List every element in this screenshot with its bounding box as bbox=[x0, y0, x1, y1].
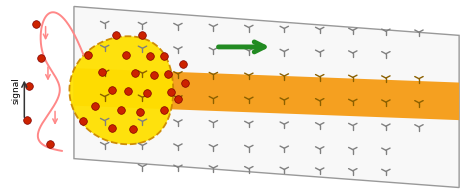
Polygon shape bbox=[74, 6, 459, 188]
Polygon shape bbox=[69, 36, 173, 144]
Polygon shape bbox=[74, 68, 459, 120]
Text: signal: signal bbox=[11, 77, 20, 104]
